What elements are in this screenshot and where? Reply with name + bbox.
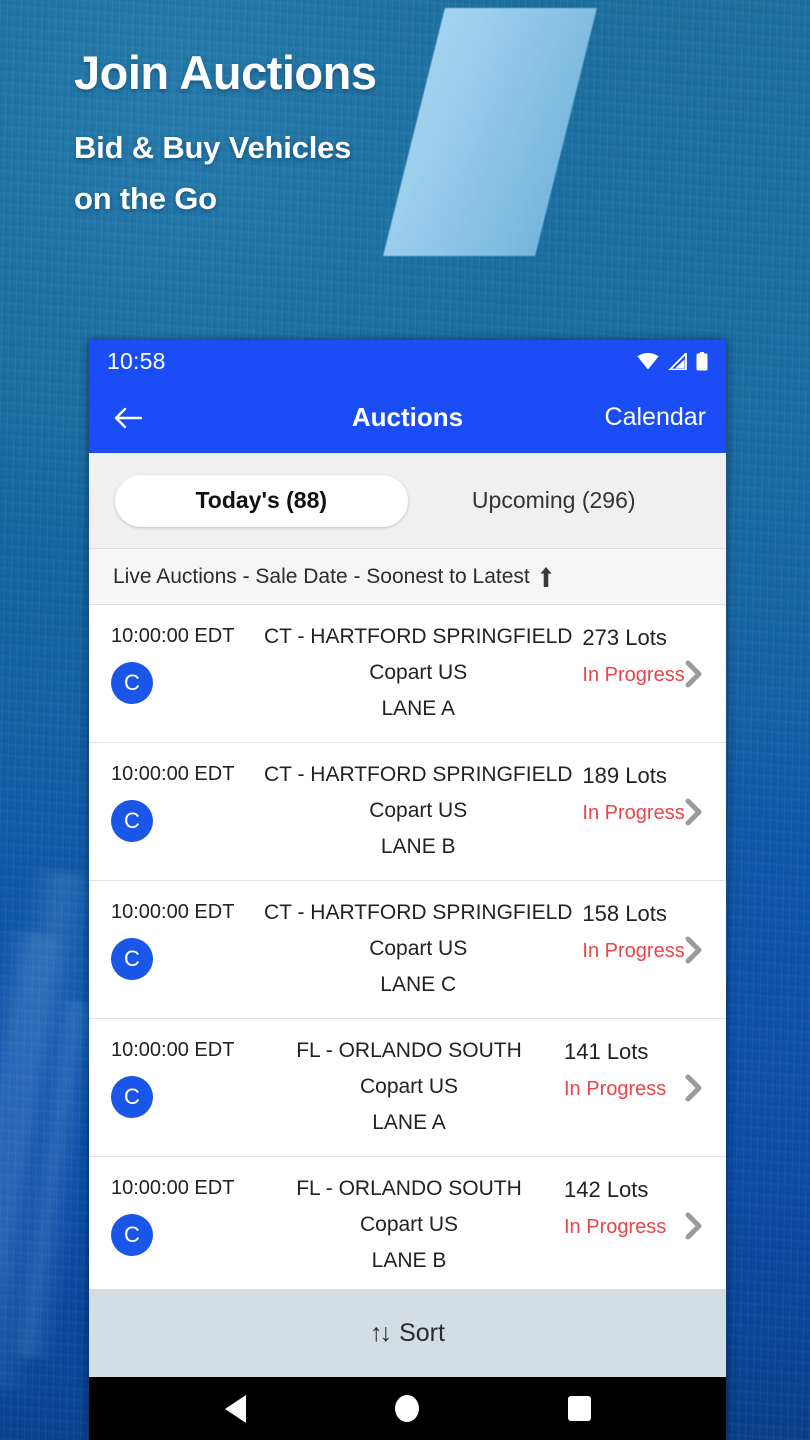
status-badge: In Progress — [564, 1216, 667, 1238]
chevron-right-icon[interactable] — [678, 1073, 708, 1103]
promo-subtitle-line-1: Bid & Buy Vehicles — [74, 130, 352, 166]
auction-lane: LANE A — [372, 1111, 446, 1134]
app-bar: Auctions Calendar — [89, 382, 726, 453]
chevron-right-icon[interactable] — [678, 797, 708, 827]
auction-org: Copart US — [369, 661, 468, 684]
row-right-column: 158 Lots In Progress — [576, 901, 726, 963]
row-center-column: CT - HARTFORD SPRINGFIELD Copart US LANE… — [264, 901, 576, 997]
auction-yard: CT - HARTFORD SPRINGFIELD — [264, 763, 573, 786]
avatar: C — [111, 938, 153, 980]
auction-lot-count: 273 Lots — [582, 625, 667, 650]
promo-subtitle-line-2: on the Go — [74, 180, 217, 216]
chevron-right-icon[interactable] — [678, 659, 708, 689]
row-left-column: 10:00:00 EDT C — [89, 901, 264, 980]
promo-copy: Join Auctions Bid & Buy Vehicles on the … — [74, 48, 377, 224]
avatar: C — [111, 1214, 153, 1256]
chevron-right-icon[interactable] — [678, 935, 708, 965]
row-right-column: 141 Lots In Progress — [558, 1039, 726, 1101]
row-left-column: 10:00:00 EDT C — [89, 625, 264, 704]
row-center-column: CT - HARTFORD SPRINGFIELD Copart US LANE… — [264, 763, 576, 859]
auction-lane: LANE B — [380, 835, 456, 858]
auction-lane: LANE B — [371, 1249, 447, 1272]
auction-yard: CT - HARTFORD SPRINGFIELD — [264, 901, 573, 924]
row-right-column: 189 Lots In Progress — [576, 763, 726, 825]
auction-lane: LANE C — [380, 973, 457, 996]
status-bar: 10:58 — [89, 340, 726, 382]
status-badge: In Progress — [582, 664, 685, 686]
auction-lot-count: 141 Lots — [564, 1039, 649, 1064]
table-row[interactable]: 10:00:00 EDT C FL - ORLANDO SOUTH Copart… — [89, 1019, 726, 1157]
android-nav-bar — [89, 1377, 726, 1440]
decorative-stripe — [383, 8, 597, 256]
auction-org: Copart US — [369, 937, 468, 960]
avatar: C — [111, 800, 153, 842]
row-left-column: 10:00:00 EDT C — [89, 763, 264, 842]
status-badge: In Progress — [582, 802, 685, 824]
auction-time: 10:00:00 EDT — [111, 901, 235, 923]
cell-signal-icon — [668, 352, 687, 370]
table-row[interactable]: 10:00:00 EDT C FL - ORLANDO SOUTH Copart… — [89, 1157, 726, 1289]
row-center-column: CT - HARTFORD SPRINGFIELD Copart US LANE… — [264, 625, 576, 721]
auction-org: Copart US — [369, 799, 468, 822]
auction-yard: FL - ORLANDO SOUTH — [296, 1039, 522, 1062]
nav-recents-icon[interactable] — [550, 1389, 610, 1429]
status-badge: In Progress — [582, 940, 685, 962]
auction-org: Copart US — [359, 1075, 459, 1098]
promo-subtitle: Bid & Buy Vehicles on the Go — [74, 123, 377, 223]
tab-upcoming[interactable]: Upcoming (296) — [471, 487, 636, 513]
back-arrow-icon[interactable] — [109, 399, 147, 437]
auction-lane: LANE A — [381, 697, 455, 720]
row-right-column: 273 Lots In Progress — [576, 625, 726, 687]
avatar: C — [111, 1076, 153, 1118]
arrow-up-icon — [539, 566, 553, 588]
auction-time: 10:00:00 EDT — [111, 625, 235, 647]
row-left-column: 10:00:00 EDT C — [89, 1177, 264, 1256]
status-badge: In Progress — [564, 1078, 667, 1100]
phone-screenshot: 10:58 — [89, 340, 726, 1440]
status-bar-icons — [637, 351, 708, 371]
row-center-column: FL - ORLANDO SOUTH Copart US LANE A — [264, 1039, 558, 1135]
wifi-icon — [637, 352, 659, 370]
sort-description-bar[interactable]: Live Auctions - Sale Date - Soonest to L… — [89, 549, 726, 605]
auction-time: 10:00:00 EDT — [111, 1177, 235, 1199]
auction-lot-count: 142 Lots — [564, 1177, 649, 1202]
sort-updown-icon: ↑↓ — [370, 1318, 392, 1347]
auction-time: 10:00:00 EDT — [111, 763, 235, 785]
row-left-column: 10:00:00 EDT C — [89, 1039, 264, 1118]
nav-back-icon[interactable] — [205, 1389, 265, 1429]
decorative-light-streak — [0, 927, 75, 1403]
status-bar-time: 10:58 — [107, 347, 166, 374]
auction-yard: FL - ORLANDO SOUTH — [296, 1177, 522, 1200]
row-right-column: 142 Lots In Progress — [558, 1177, 726, 1239]
calendar-button[interactable]: Calendar — [604, 403, 706, 431]
tab-bar: Today's (88) Upcoming (296) — [89, 453, 726, 549]
nav-home-icon[interactable] — [377, 1389, 437, 1429]
table-row[interactable]: 10:00:00 EDT C CT - HARTFORD SPRINGFIELD… — [89, 605, 726, 743]
table-row[interactable]: 10:00:00 EDT C CT - HARTFORD SPRINGFIELD… — [89, 881, 726, 1019]
table-row[interactable]: 10:00:00 EDT C CT - HARTFORD SPRINGFIELD… — [89, 743, 726, 881]
battery-icon — [696, 351, 708, 371]
auction-lot-count: 189 Lots — [582, 763, 667, 788]
tab-todays[interactable]: Today's (88) — [115, 474, 408, 527]
auction-lot-count: 158 Lots — [582, 901, 667, 926]
auction-org: Copart US — [359, 1213, 459, 1236]
row-center-column: FL - ORLANDO SOUTH Copart US LANE B — [264, 1177, 558, 1273]
sort-button[interactable]: ↑↓ Sort — [89, 1289, 726, 1377]
sort-button-label: Sort — [399, 1318, 445, 1347]
sort-description-text: Live Auctions - Sale Date - Soonest to L… — [113, 564, 530, 588]
avatar: C — [111, 662, 153, 704]
promo-title: Join Auctions — [74, 46, 377, 99]
auction-time: 10:00:00 EDT — [111, 1039, 235, 1061]
auction-yard: CT - HARTFORD SPRINGFIELD — [264, 625, 573, 648]
auction-list[interactable]: 10:00:00 EDT C CT - HARTFORD SPRINGFIELD… — [89, 605, 726, 1289]
chevron-right-icon[interactable] — [678, 1211, 708, 1241]
